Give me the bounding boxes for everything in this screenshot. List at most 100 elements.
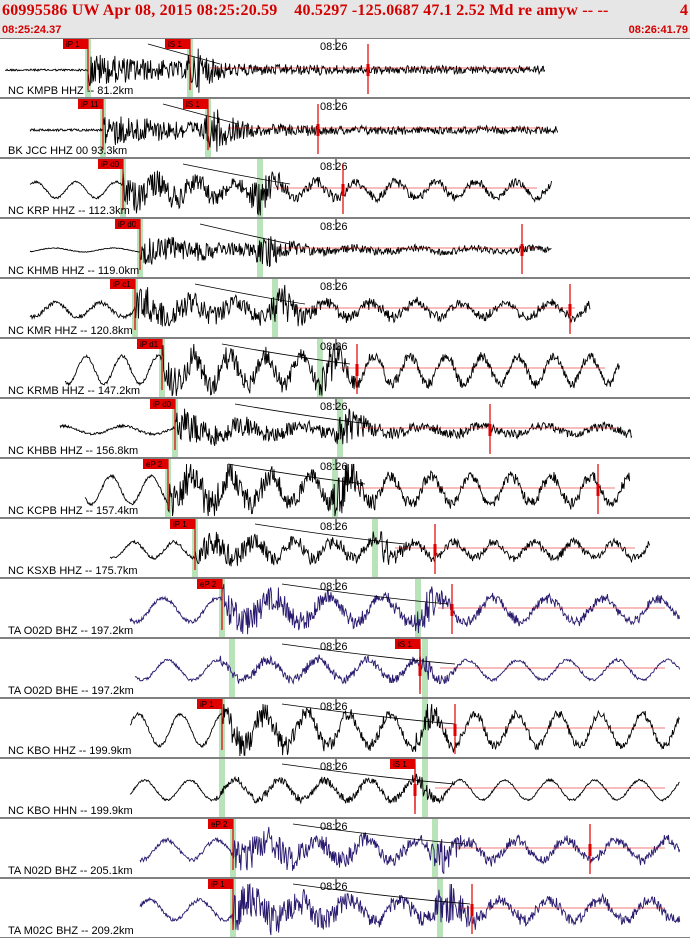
predicted-arrival-curve (147, 43, 221, 65)
station-label: NC KSXB HHZ -- 175.7km (8, 565, 138, 577)
pick-flag[interactable] (170, 519, 195, 529)
phase-marker-bar (355, 364, 359, 376)
analysis-window (422, 639, 428, 697)
minute-label: 08:26 (320, 401, 348, 413)
event-title: 60995586 UW Apr 08, 2015 08:25:20.59 40.… (2, 2, 609, 19)
phase-marker-bar (366, 64, 370, 76)
station-label: NC KHMB HHZ -- 119.0km (8, 265, 139, 277)
waveform-trace (84, 463, 631, 517)
waveform-trace (29, 284, 591, 327)
station-label: NC KRMB HHZ -- 147.2km (8, 385, 140, 397)
minute-label: 08:26 (320, 101, 348, 113)
end-time: 08:26:41.79 (628, 24, 688, 36)
pick-flag[interactable] (137, 339, 162, 349)
trace-panel: 08:26 iP d0 NC KHMB HHZ -- 119.0km (0, 219, 690, 279)
analysis-window (415, 579, 421, 637)
pick-flag[interactable] (165, 39, 190, 49)
predicted-arrival-curve (292, 823, 466, 845)
analysis-window (432, 819, 438, 877)
phase-marker-bar (488, 424, 492, 436)
pick-label: iS 1 (168, 40, 182, 49)
predicted-arrival-curve (227, 463, 366, 485)
pick-flag[interactable] (63, 39, 88, 49)
pick-flag[interactable] (208, 819, 233, 829)
pick-flag[interactable] (197, 579, 222, 589)
pick-flag[interactable] (197, 699, 222, 709)
predicted-arrival-curve (221, 343, 351, 365)
trace-panel: 08:26 eP 2 NC KCPB HHZ -- 157.4km (0, 459, 690, 519)
station-label: TA N02D BHZ -- 205.1km (8, 865, 133, 877)
phase-marker-bar (450, 604, 454, 616)
station-label: NC KCPB HHZ -- 157.4km (8, 505, 138, 517)
trace-panel: 08:26 iP d0 NC KRP HHZ -- 112.3km (0, 159, 690, 219)
trace-panel: 08:26 iP 11 iS 1 BK JCC HHZ 00 93.3km (0, 99, 690, 159)
phase-marker-bar (316, 124, 320, 136)
phase-marker-bar (596, 484, 600, 496)
waveform-trace (129, 773, 680, 805)
pick-label: eP 2 (211, 820, 228, 829)
station-label: NC KMR HHZ -- 120.8km (8, 325, 133, 337)
trace-panel: 08:26 iP 1 TA M02C BHZ -- 209.2km (0, 879, 690, 938)
waveform-trace (134, 654, 681, 685)
waveform-trace (29, 236, 552, 268)
pick-flag[interactable] (390, 759, 415, 769)
station-label: NC KHBB HHZ -- 156.8km (8, 445, 138, 457)
waveform-trace (139, 883, 681, 936)
pick-flag[interactable] (78, 99, 103, 109)
analysis-window (317, 339, 323, 397)
station-label: NC KBO HHN -- 199.9km (8, 805, 133, 817)
waveform-trace (65, 343, 620, 397)
seismogram-plot: 08:26 iP 1 iS 1 NC KMPB HHZ -- 81.2km 08:26 i… (0, 38, 690, 938)
pick-flag[interactable] (98, 159, 123, 169)
minute-label: 08:26 (320, 461, 348, 473)
analysis-window (219, 759, 225, 817)
station-label: TA O02D BHE -- 197.2km (8, 685, 134, 697)
phase-marker-bar (453, 724, 457, 736)
phase-marker-bar (433, 544, 437, 556)
phase-marker-bar (520, 244, 524, 256)
pick-flag[interactable] (115, 219, 140, 229)
analysis-window (272, 279, 278, 337)
pick-label: eP 2 (146, 460, 163, 469)
station-label: TA O02D BHZ -- 197.2km (8, 625, 133, 637)
phase-marker-bar (568, 304, 572, 316)
predicted-arrival-curve (281, 643, 456, 665)
pick-flag[interactable] (143, 459, 168, 469)
phase-marker-bar (470, 904, 474, 916)
pick-label: iP 1 (200, 700, 214, 709)
predicted-arrival-curve (182, 163, 291, 185)
predicted-arrival-curve (281, 703, 456, 725)
pick-label: iP d0 (153, 400, 172, 409)
phase-marker-bar (413, 784, 417, 796)
minute-label: 08:26 (320, 821, 348, 833)
analysis-window (422, 759, 428, 817)
pick-flag[interactable] (395, 639, 420, 649)
waveform-trace (109, 531, 651, 567)
pick-flag[interactable] (208, 879, 233, 889)
minute-label: 08:26 (320, 221, 348, 233)
station-label: NC KRP HHZ -- 112.3km (8, 205, 130, 217)
predicted-arrival-curve (199, 223, 291, 245)
minute-label: 08:26 (320, 161, 348, 173)
waveform-trace (29, 109, 559, 152)
pick-flag[interactable] (150, 399, 175, 409)
waveform-trace (5, 48, 546, 93)
minute-label: 08:26 (320, 521, 348, 533)
pick-label: iS 1 (393, 760, 407, 769)
analysis-window (257, 159, 263, 217)
pick-flag[interactable] (183, 99, 208, 109)
trace-panel: 08:26 iP d0 NC KHBB HHZ -- 156.8km (0, 399, 690, 459)
pick-flag[interactable] (110, 279, 135, 289)
trace-panel: 08:26 eP 2 TA N02D BHZ -- 205.1km (0, 819, 690, 879)
pick-label: iP 11 (81, 100, 99, 109)
predicted-arrival-curve (281, 763, 456, 785)
pick-label: eP 2 (200, 580, 217, 589)
trace-panel: 08:26 iP c1 NC KMR HHZ -- 120.8km (0, 279, 690, 339)
waveform-trace (59, 408, 633, 446)
minute-label: 08:26 (320, 41, 348, 53)
predicted-arrival-curve (292, 883, 471, 905)
